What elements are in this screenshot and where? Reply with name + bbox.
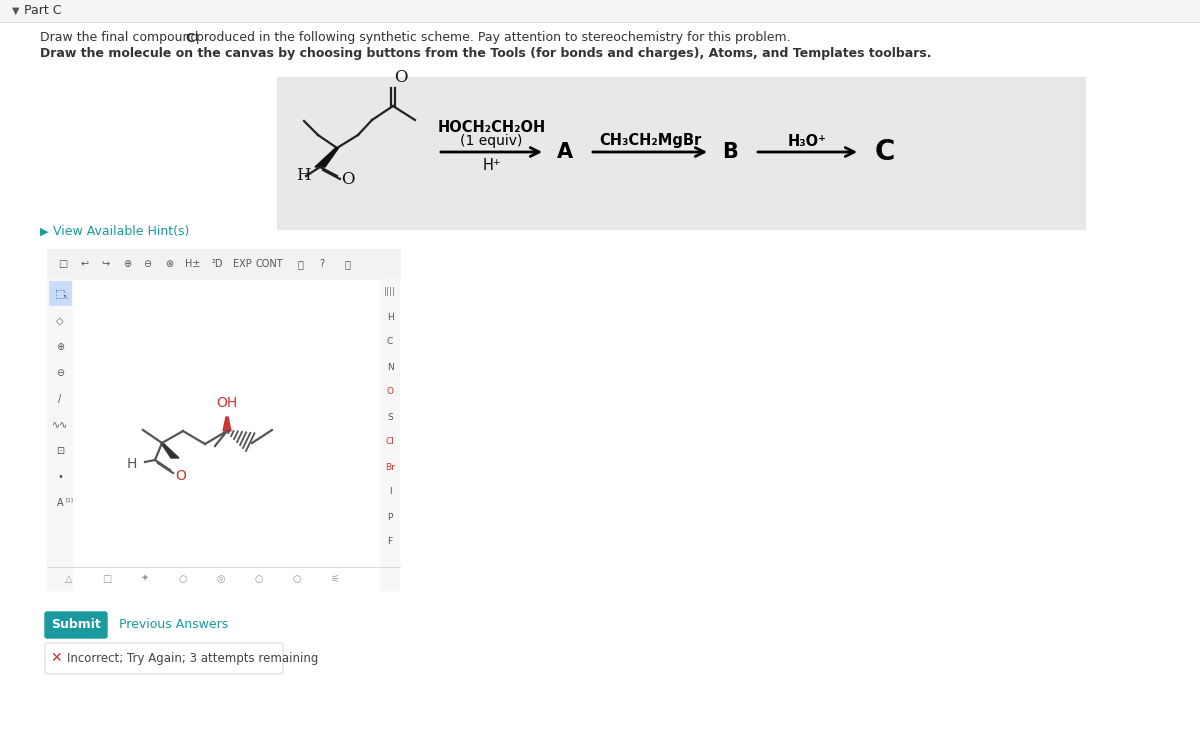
- Text: O: O: [394, 69, 408, 86]
- Text: Draw the molecule on the canvas by choosing buttons from the Tools (for bonds an: Draw the molecule on the canvas by choos…: [40, 46, 931, 59]
- Text: O: O: [341, 172, 354, 189]
- Text: ⊡: ⊡: [56, 446, 64, 456]
- Text: C: C: [875, 138, 895, 166]
- Text: A: A: [557, 142, 574, 162]
- Text: [1]: [1]: [65, 498, 73, 503]
- Text: produced in the following synthetic scheme. Pay attention to stereochemistry for: produced in the following synthetic sche…: [192, 32, 791, 45]
- Text: ○: ○: [293, 574, 301, 584]
- Text: ⊕: ⊕: [122, 259, 131, 269]
- Bar: [277, 77, 1085, 229]
- Text: /: /: [59, 394, 61, 404]
- Text: C: C: [386, 338, 394, 346]
- Text: ∿∿: ∿∿: [52, 420, 68, 430]
- Text: CH₃CH₂MgBr: CH₃CH₂MgBr: [599, 134, 701, 148]
- Bar: [47, 249, 400, 591]
- Polygon shape: [223, 417, 230, 431]
- Text: B: B: [722, 142, 738, 162]
- Text: H⁺: H⁺: [482, 159, 500, 173]
- Bar: [47, 279, 73, 591]
- Bar: [49, 281, 71, 305]
- Text: ↪: ↪: [101, 259, 109, 269]
- Text: Previous Answers: Previous Answers: [119, 619, 228, 631]
- Polygon shape: [314, 148, 338, 167]
- Bar: [47, 249, 400, 279]
- Text: ◇: ◇: [56, 316, 64, 326]
- Text: ◎: ◎: [217, 574, 226, 584]
- Polygon shape: [161, 443, 179, 458]
- Text: I: I: [389, 487, 391, 496]
- Text: A: A: [56, 498, 64, 508]
- Text: P: P: [388, 512, 392, 521]
- Text: Incorrect; Try Again; 3 attempts remaining: Incorrect; Try Again; 3 attempts remaini…: [67, 652, 318, 665]
- FancyBboxPatch shape: [46, 643, 283, 674]
- Text: HOCH₂CH₂OH: HOCH₂CH₂OH: [437, 120, 546, 136]
- Text: ⊖: ⊖: [56, 368, 64, 378]
- Text: F: F: [388, 537, 392, 547]
- Text: ▶: ▶: [40, 227, 48, 237]
- Text: H: H: [386, 313, 394, 321]
- Text: O: O: [175, 469, 186, 483]
- Text: ⤢: ⤢: [344, 259, 350, 269]
- Text: H±: H±: [185, 259, 200, 269]
- Text: ⬚: ⬚: [55, 288, 65, 298]
- Text: H: H: [296, 167, 311, 184]
- Text: Part C: Part C: [24, 4, 61, 18]
- Text: ↩: ↩: [80, 259, 89, 269]
- Text: O: O: [386, 388, 394, 396]
- Text: OH: OH: [216, 396, 238, 410]
- Text: Draw the final compound: Draw the final compound: [40, 32, 203, 45]
- Text: ✦: ✦: [140, 574, 149, 584]
- Text: ○: ○: [254, 574, 263, 584]
- Text: ↖: ↖: [64, 294, 68, 300]
- Text: □: □: [59, 259, 67, 269]
- Text: ⚟: ⚟: [331, 574, 340, 584]
- Text: ⊕: ⊕: [56, 342, 64, 352]
- Text: View Available Hint(s): View Available Hint(s): [53, 225, 190, 239]
- Text: ||||: ||||: [384, 288, 396, 297]
- Bar: [0, 0, 1200, 22]
- Text: Cl: Cl: [385, 437, 395, 446]
- Text: □: □: [102, 574, 112, 584]
- Text: ⊖: ⊖: [143, 259, 151, 269]
- Text: S: S: [388, 413, 392, 421]
- Text: CONT: CONT: [256, 259, 283, 269]
- Text: N: N: [386, 363, 394, 371]
- Text: H: H: [127, 457, 137, 471]
- Text: •: •: [58, 472, 62, 482]
- Text: C: C: [185, 32, 194, 45]
- Text: Submit: Submit: [52, 619, 101, 631]
- Text: (1 equiv): (1 equiv): [461, 134, 523, 148]
- Text: H₃O⁺: H₃O⁺: [788, 134, 827, 148]
- Text: EXP: EXP: [233, 259, 251, 269]
- Text: ²D: ²D: [211, 259, 223, 269]
- Text: ?: ?: [319, 259, 324, 269]
- Text: ✕: ✕: [50, 652, 62, 666]
- Bar: [380, 279, 400, 591]
- Text: ○: ○: [179, 574, 187, 584]
- Text: ⓘ: ⓘ: [298, 259, 302, 269]
- FancyBboxPatch shape: [46, 612, 107, 638]
- Text: Br: Br: [385, 462, 395, 471]
- Text: △: △: [65, 574, 73, 584]
- Text: ▼: ▼: [12, 6, 19, 16]
- Text: ⊗: ⊗: [164, 259, 173, 269]
